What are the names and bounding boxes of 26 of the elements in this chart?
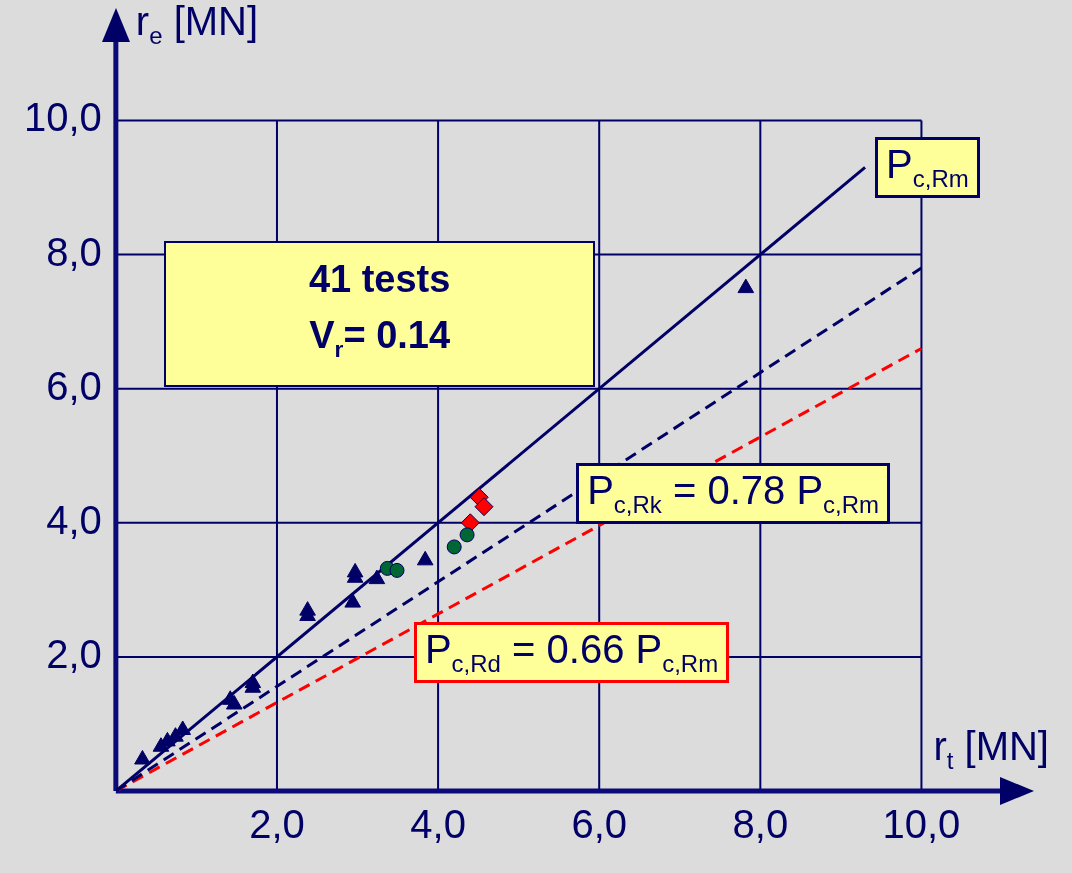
note-box: P$_{c,Rm}$	[875, 136, 980, 198]
point	[737, 278, 755, 294]
point	[474, 497, 494, 517]
point	[389, 562, 405, 578]
point	[459, 527, 475, 543]
y-tick-label: 8,0	[46, 229, 102, 274]
point	[225, 695, 243, 710]
axis-title: r$_{e}$ [MN]	[135, 0, 259, 50]
point	[416, 550, 434, 566]
point	[368, 569, 386, 585]
note-box: P$_{c,Rk}$ = 0.78 P$_{c,Rm}$	[576, 462, 891, 524]
y-tick-label: 6,0	[46, 363, 102, 408]
y-tick-label: 2,0	[46, 631, 102, 676]
y-tick-label: 10,0	[23, 95, 102, 140]
axis-title: r$_{t}$ [MN]	[933, 724, 1049, 775]
x-tick-label: 6,0	[571, 802, 628, 847]
note-box: P$_{c,Rd}$ = 0.66 P$_{c,Rm}$	[413, 622, 730, 684]
x-tick-label: 2,0	[249, 802, 305, 847]
x-tick-label: 4,0	[410, 802, 466, 847]
x-tick-label: 10,0	[882, 802, 961, 847]
x-tick-label: 8,0	[732, 802, 789, 847]
point	[344, 593, 361, 608]
y-tick-label: 4,0	[46, 497, 102, 542]
point	[446, 539, 462, 555]
note-box: 41 tests V$_{r}$= 0.14	[164, 241, 596, 387]
point	[134, 749, 151, 765]
